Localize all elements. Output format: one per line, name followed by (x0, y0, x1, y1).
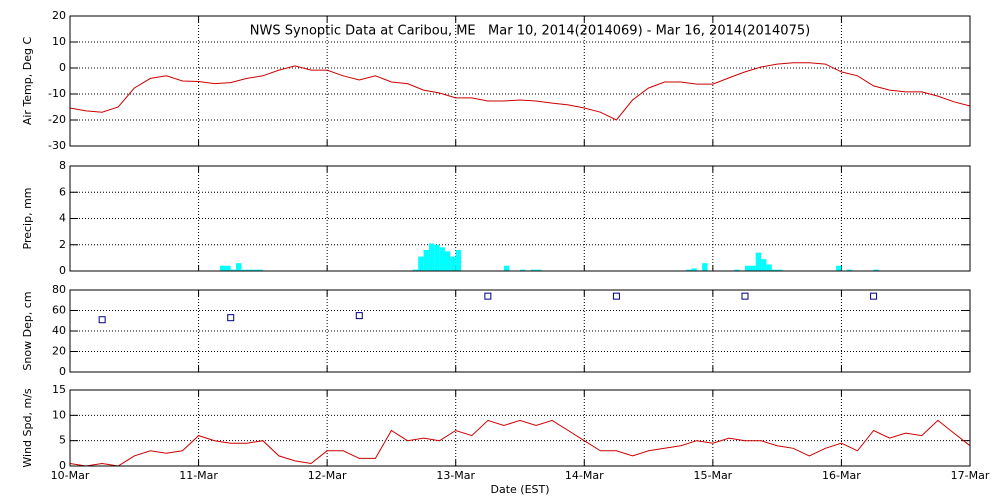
bar (252, 269, 258, 271)
y-tick-label: 6 (59, 185, 66, 198)
bar (761, 259, 767, 271)
bar (536, 269, 542, 271)
bar (225, 265, 231, 271)
y-tick-label: 8 (59, 159, 66, 172)
line-series (69, 419, 971, 467)
plot-frame (69, 165, 971, 272)
point (484, 292, 492, 300)
y-tick-label: -30 (48, 139, 66, 152)
y-axis-label: Wind Spd, m/s (21, 388, 34, 468)
bar (836, 265, 842, 271)
y-tick-label: 5 (59, 434, 66, 447)
y-tick-label: 0 (59, 365, 66, 378)
bar (412, 269, 419, 271)
chart-title: NWS Synoptic Data at Caribou, ME Mar 10,… (250, 24, 810, 39)
bar (530, 269, 537, 271)
bar (702, 263, 708, 271)
y-tick-label: 0 (59, 61, 66, 74)
point (612, 292, 620, 300)
y-tick-label: 80 (52, 283, 66, 296)
y-tick-label: -20 (48, 113, 66, 126)
bar (734, 269, 740, 271)
bar (241, 269, 247, 271)
y-axis-label: Precip, mm (21, 188, 34, 250)
point (98, 316, 106, 324)
bar (873, 269, 879, 271)
bar (691, 268, 697, 271)
plot-frame (69, 289, 971, 373)
y-tick-label: 20 (52, 9, 66, 22)
bar (777, 269, 783, 271)
point (741, 292, 749, 300)
y-tick-label: 2 (59, 238, 66, 251)
point (227, 314, 235, 322)
bar (455, 250, 462, 271)
plot-frame (69, 389, 971, 467)
y-axis-label: Snow Dep, cm (21, 291, 34, 370)
x-tick-label: 10-Mar (51, 469, 90, 482)
y-tick-label: 60 (52, 304, 66, 317)
bar (423, 250, 429, 271)
x-axis-label: Date (EST) (490, 483, 549, 496)
bar (445, 251, 451, 271)
y-tick-label: 0 (59, 264, 66, 277)
bar (450, 256, 456, 271)
y-tick-label: 10 (52, 408, 66, 421)
bar (428, 243, 435, 271)
x-tick-label: 15-Mar (693, 469, 732, 482)
bar (220, 265, 226, 271)
x-tick-label: 12-Mar (308, 469, 347, 482)
x-tick-label: 14-Mar (565, 469, 604, 482)
bar (686, 269, 692, 271)
x-tick-label: 16-Mar (822, 469, 861, 482)
bar (520, 269, 526, 271)
bar (846, 269, 853, 271)
bar (230, 269, 237, 271)
y-tick-label: 15 (52, 383, 66, 396)
y-tick-label: 4 (59, 212, 66, 225)
point (355, 312, 363, 320)
x-tick-label: 11-Mar (179, 469, 218, 482)
bar (439, 247, 445, 271)
y-tick-label: 0 (59, 459, 66, 472)
bar (755, 252, 762, 271)
plot-frame (69, 15, 971, 147)
bar (503, 265, 510, 271)
bar (257, 269, 263, 271)
y-tick-label: 10 (52, 35, 66, 48)
x-tick-label: 17-Mar (951, 469, 990, 482)
bar (418, 256, 424, 271)
y-tick-label: 40 (52, 324, 66, 337)
bar (434, 244, 440, 271)
line-series (69, 62, 971, 121)
y-tick-label: -10 (48, 87, 66, 100)
bar (750, 265, 756, 271)
bar (246, 269, 253, 271)
y-axis-label: Air Temp, Deg C (21, 37, 34, 126)
bar (771, 269, 778, 271)
bar (766, 264, 772, 271)
bar (236, 263, 242, 271)
point (870, 292, 878, 300)
y-tick-label: 20 (52, 345, 66, 358)
bar (745, 265, 751, 271)
x-tick-label: 13-Mar (436, 469, 475, 482)
